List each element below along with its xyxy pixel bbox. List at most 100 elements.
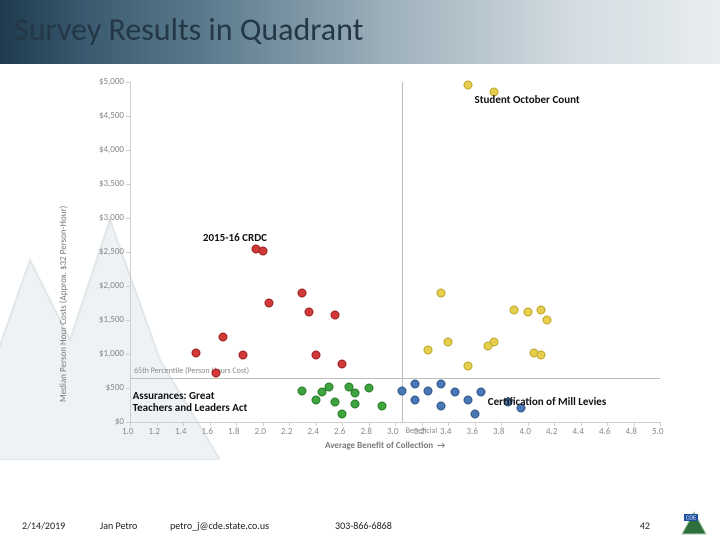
x-tick-label: 1.0: [122, 426, 133, 437]
footer-email: petro_j@cde.state.co.us: [170, 519, 269, 532]
x-tick: [448, 422, 449, 426]
data-point: [218, 333, 227, 342]
x-tick: [236, 422, 237, 426]
x-tick: [395, 422, 396, 426]
data-point: [298, 288, 307, 297]
x-tick: [581, 422, 582, 426]
data-point: [258, 246, 267, 255]
data-point: [212, 369, 221, 378]
data-point: [463, 81, 472, 90]
x-tick-label: 4.0: [520, 426, 531, 437]
footer-page-number: 42: [640, 519, 650, 532]
y-tick-label: $1,000: [84, 348, 124, 359]
slide: Survey Results in Quadrant $0 $500 $1,000 $…: [0, 0, 720, 540]
footer-date: 2/14/2019: [22, 519, 65, 532]
chart-annotation: Student October Count: [475, 94, 580, 107]
data-point: [483, 341, 492, 350]
x-tick-label: 1.4: [175, 426, 186, 437]
y-tick: [126, 116, 130, 117]
cde-logo-icon: CDE: [662, 510, 708, 536]
x-tick: [157, 422, 158, 426]
data-point: [351, 400, 360, 409]
x-tick: [130, 422, 131, 426]
x-tick: [342, 422, 343, 426]
data-point: [523, 307, 532, 316]
x-tick-label: 3.8: [493, 426, 504, 437]
y-tick-label: $1,500: [84, 314, 124, 325]
data-point: [311, 351, 320, 360]
footer-phone: 303-866-6868: [335, 519, 392, 532]
data-point: [437, 288, 446, 297]
data-point: [298, 386, 307, 395]
x-tick-label: 4.4: [573, 426, 584, 437]
footer-author: Jan Petro: [100, 519, 137, 532]
y-tick: [126, 286, 130, 287]
x-tick-label: 3.6: [467, 426, 478, 437]
ref-line-horizontal-label: 65th Percentile (Person Hours Cost): [134, 366, 249, 376]
x-tick-label: 3.4: [440, 426, 451, 437]
title-bar: Survey Results in Quadrant: [0, 0, 720, 64]
data-point: [410, 396, 419, 405]
chart-annotation: 2015-16 CRDC: [203, 232, 267, 245]
x-tick: [607, 422, 608, 426]
y-tick-label: $3,500: [84, 178, 124, 189]
data-point: [338, 359, 347, 368]
svg-text:CDE: CDE: [686, 516, 697, 522]
x-tick-label: 2.6: [334, 426, 345, 437]
data-point: [311, 396, 320, 405]
footer: 2/14/2019 Jan Petro petro_j@cde.state.co…: [0, 510, 720, 540]
chart-annotation: Certification of Mill Levies: [488, 396, 606, 409]
x-tick: [554, 422, 555, 426]
page-title: Survey Results in Quadrant: [14, 10, 363, 49]
data-point: [437, 379, 446, 388]
y-tick-label: $2,500: [84, 246, 124, 257]
y-axis-title: Median Person Hour Costs (Approx. $32 Pe…: [58, 206, 69, 402]
data-point: [351, 389, 360, 398]
chart-annotation: Assurances: Great Teachers and Leaders A…: [133, 390, 248, 415]
data-point: [331, 310, 340, 319]
x-tick-label: 4.2: [546, 426, 557, 437]
x-tick: [183, 422, 184, 426]
x-tick-label: 4.8: [626, 426, 637, 437]
y-tick-label: $4,000: [84, 144, 124, 155]
x-tick-label: 2.0: [255, 426, 266, 437]
y-tick: [126, 184, 130, 185]
y-tick-label: $2,000: [84, 280, 124, 291]
data-point: [444, 337, 453, 346]
data-point: [364, 384, 373, 393]
data-point: [265, 299, 274, 308]
x-tick: [316, 422, 317, 426]
x-tick: [289, 422, 290, 426]
ref-line-horizontal: [130, 378, 660, 379]
data-point: [410, 379, 419, 388]
data-point: [463, 396, 472, 405]
data-point: [463, 362, 472, 371]
data-point: [477, 388, 486, 397]
y-tick: [126, 252, 130, 253]
x-tick-label: 4.6: [599, 426, 610, 437]
x-tick-label: 1.2: [149, 426, 160, 437]
data-point: [424, 386, 433, 395]
y-tick: [126, 82, 130, 83]
x-tick: [501, 422, 502, 426]
data-point: [192, 348, 201, 357]
y-tick-label: $4,500: [84, 110, 124, 121]
data-point: [424, 345, 433, 354]
x-tick: [475, 422, 476, 426]
x-tick: [369, 422, 370, 426]
data-point: [331, 397, 340, 406]
data-point: [450, 388, 459, 397]
y-tick-label: $0: [84, 416, 124, 427]
x-tick: [660, 422, 661, 426]
y-tick: [126, 388, 130, 389]
data-point: [338, 409, 347, 418]
x-tick-label: 2.2: [281, 426, 292, 437]
quadrant-scatter-chart: $0$500$1,000$1,500$2,000$2,500$3,000$3,5…: [40, 72, 680, 482]
y-tick-label: $500: [84, 382, 124, 393]
y-tick: [126, 354, 130, 355]
x-tick: [634, 422, 635, 426]
y-tick: [126, 320, 130, 321]
x-tick-label: 1.6: [202, 426, 213, 437]
data-point: [318, 388, 327, 397]
x-tick-label: 2.4: [308, 426, 319, 437]
